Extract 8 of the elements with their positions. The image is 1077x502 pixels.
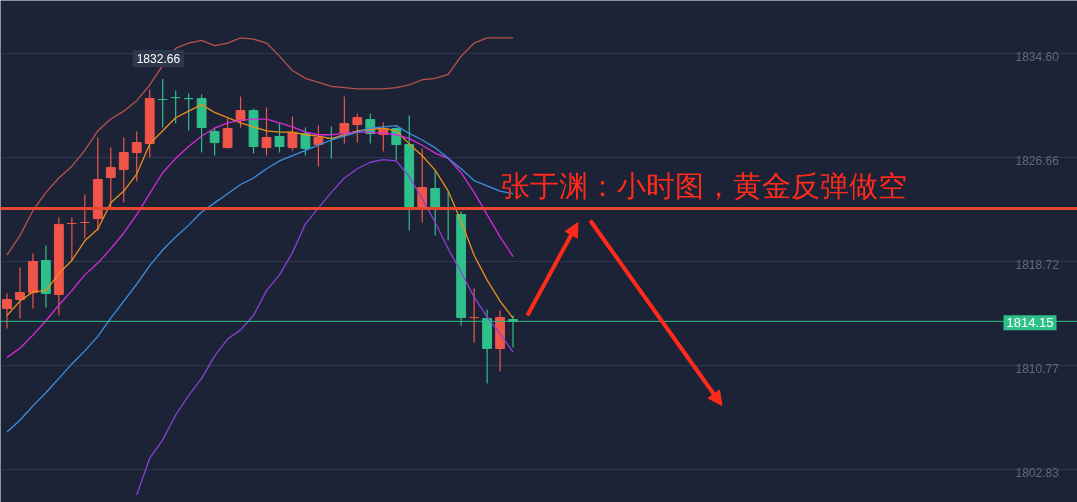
y-tick-label: 1802.83 bbox=[1015, 465, 1060, 480]
ref-line-label: 1814.15 bbox=[1006, 315, 1054, 331]
y-tick-label: 1810.77 bbox=[1015, 361, 1060, 376]
y-tick-label: 1818.72 bbox=[1015, 257, 1060, 272]
y-tick-label: 1826.66 bbox=[1015, 153, 1060, 168]
y-tick-label: 1834.60 bbox=[1015, 49, 1060, 64]
text: 张于渊：小时图，黄金反弹做空 bbox=[500, 168, 907, 203]
annotation: 1832.66 bbox=[136, 51, 181, 66]
